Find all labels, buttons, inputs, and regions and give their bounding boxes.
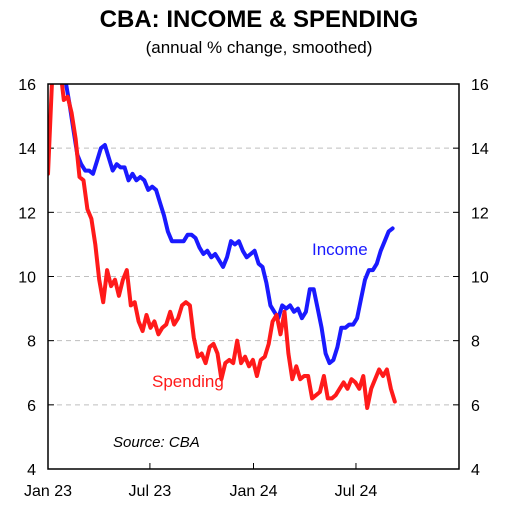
y-tick-label: 6 [27, 398, 36, 415]
plot-frame [47, 83, 460, 470]
y-axis-left-ticks: 4 6 8 10 12 14 16 [18, 77, 54, 479]
x-tick-label: Jul 23 [129, 483, 172, 500]
series-lines [48, 84, 397, 410]
y-tick-label: 12 [18, 205, 36, 222]
y-tick-label: 8 [471, 334, 480, 351]
y-tick-label: 14 [18, 141, 36, 158]
x-tick-label: Jan 23 [24, 483, 72, 500]
y-tick-label: 8 [27, 334, 36, 351]
y-tick-label: 14 [471, 141, 489, 158]
y-tick-label: 10 [18, 270, 36, 287]
gridlines [48, 147, 459, 406]
y-tick-label: 16 [18, 77, 36, 94]
y-tick-label: 10 [471, 270, 489, 287]
y-tick-label: 6 [471, 398, 480, 415]
x-tick-label: Jan 24 [229, 483, 277, 500]
x-axis-ticks: Jan 23 Jul 23 Jan 24 Jul 24 [24, 463, 377, 500]
series-line-income [64, 84, 395, 366]
y-tick-label: 4 [27, 462, 36, 479]
series-line-spending [48, 84, 397, 410]
x-tick-label: Jul 24 [335, 483, 378, 500]
y-tick-label: 16 [471, 77, 489, 94]
chart-subtitle: (annual % change, smoothed) [145, 38, 373, 57]
y-tick-label: 4 [471, 462, 480, 479]
source-note: Source: CBA [113, 434, 200, 451]
spending-label: Spending [152, 372, 224, 391]
chart-title: CBA: INCOME & SPENDING [99, 6, 419, 33]
income-label: Income [312, 240, 368, 259]
y-tick-label: 12 [471, 205, 489, 222]
y-axis-right-ticks: 4 6 8 10 12 14 16 [453, 77, 489, 479]
